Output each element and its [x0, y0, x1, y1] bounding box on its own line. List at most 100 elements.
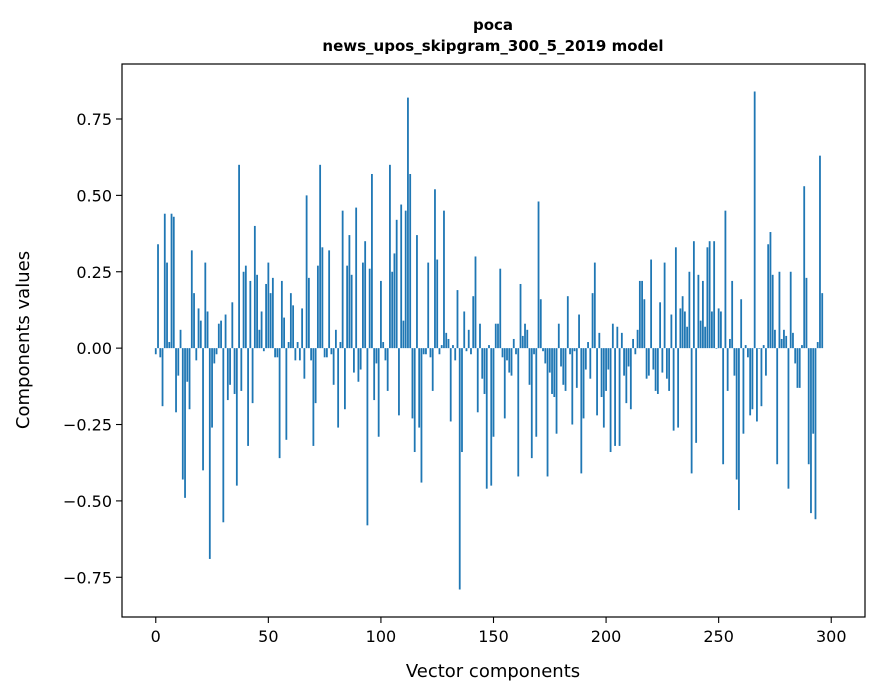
bar — [566, 296, 569, 349]
bar — [253, 225, 256, 349]
bar — [436, 259, 439, 349]
bar — [535, 348, 538, 437]
bar — [278, 348, 281, 459]
bar — [368, 268, 371, 349]
bar — [618, 348, 621, 446]
bar — [235, 348, 238, 486]
bar — [481, 348, 484, 379]
bar — [485, 348, 488, 489]
bar — [611, 323, 614, 349]
bar — [584, 348, 587, 370]
bar — [337, 348, 340, 428]
bar — [483, 348, 486, 394]
bar — [280, 280, 283, 349]
bar — [319, 164, 322, 349]
bar — [638, 280, 641, 349]
bar — [533, 348, 535, 355]
bar — [427, 262, 430, 349]
bar — [683, 311, 686, 349]
bar — [569, 348, 571, 355]
bar — [634, 348, 637, 355]
bar — [785, 335, 788, 349]
bar — [632, 338, 634, 349]
bar — [503, 348, 506, 419]
bar — [814, 348, 817, 520]
bar — [314, 348, 317, 404]
bar — [557, 323, 560, 349]
bar — [208, 348, 211, 559]
bar — [344, 348, 346, 410]
bar — [181, 348, 184, 480]
bar — [758, 348, 761, 349]
bar — [735, 348, 738, 480]
bar — [623, 348, 625, 376]
bar — [213, 348, 216, 364]
bar — [409, 173, 412, 349]
bar — [688, 271, 691, 349]
bar — [801, 345, 803, 349]
bar — [195, 348, 198, 361]
bar — [332, 348, 335, 385]
bar — [416, 235, 418, 349]
bar — [674, 247, 677, 349]
bar — [544, 348, 547, 364]
bar — [598, 332, 601, 349]
bar — [699, 320, 702, 349]
bar — [325, 348, 328, 358]
bar — [738, 348, 740, 511]
bar — [656, 348, 659, 394]
bar — [425, 348, 427, 355]
bar — [154, 348, 157, 355]
bar — [729, 338, 731, 349]
bar — [177, 348, 180, 376]
bar — [447, 338, 450, 349]
bar — [193, 293, 195, 349]
bar — [690, 348, 693, 474]
bar — [386, 348, 389, 391]
bar — [679, 308, 682, 349]
bar — [506, 348, 508, 361]
bar — [783, 329, 785, 349]
bar — [647, 348, 650, 376]
bar — [749, 348, 752, 416]
bar — [438, 348, 441, 355]
bar — [271, 277, 274, 349]
bar — [652, 348, 655, 370]
bar — [328, 250, 331, 349]
bar — [321, 247, 324, 349]
x-tick-label: 100 — [366, 627, 397, 646]
bar — [717, 308, 720, 349]
bar — [539, 299, 542, 349]
bar — [434, 189, 436, 349]
bar — [488, 345, 490, 349]
bar — [382, 342, 385, 349]
bar — [510, 348, 513, 376]
bar — [571, 348, 574, 425]
bar — [668, 348, 671, 391]
bar — [643, 299, 646, 349]
bar — [285, 348, 288, 440]
bar — [303, 348, 306, 379]
bar — [431, 348, 434, 391]
bar — [587, 342, 589, 349]
bar — [197, 308, 200, 349]
bar — [695, 348, 698, 443]
bar — [740, 299, 743, 349]
bar — [251, 348, 254, 404]
bar — [211, 348, 213, 428]
bar — [765, 348, 767, 376]
bar — [650, 259, 653, 349]
bar — [645, 348, 648, 379]
x-tick-label: 150 — [478, 627, 509, 646]
bar — [256, 274, 258, 349]
bar — [564, 348, 567, 391]
bar — [573, 348, 576, 352]
bar — [580, 348, 583, 474]
bar — [616, 326, 619, 349]
bar — [472, 296, 475, 349]
bar — [265, 283, 267, 349]
bar — [402, 320, 405, 349]
bar — [670, 314, 673, 349]
bar — [499, 268, 502, 349]
